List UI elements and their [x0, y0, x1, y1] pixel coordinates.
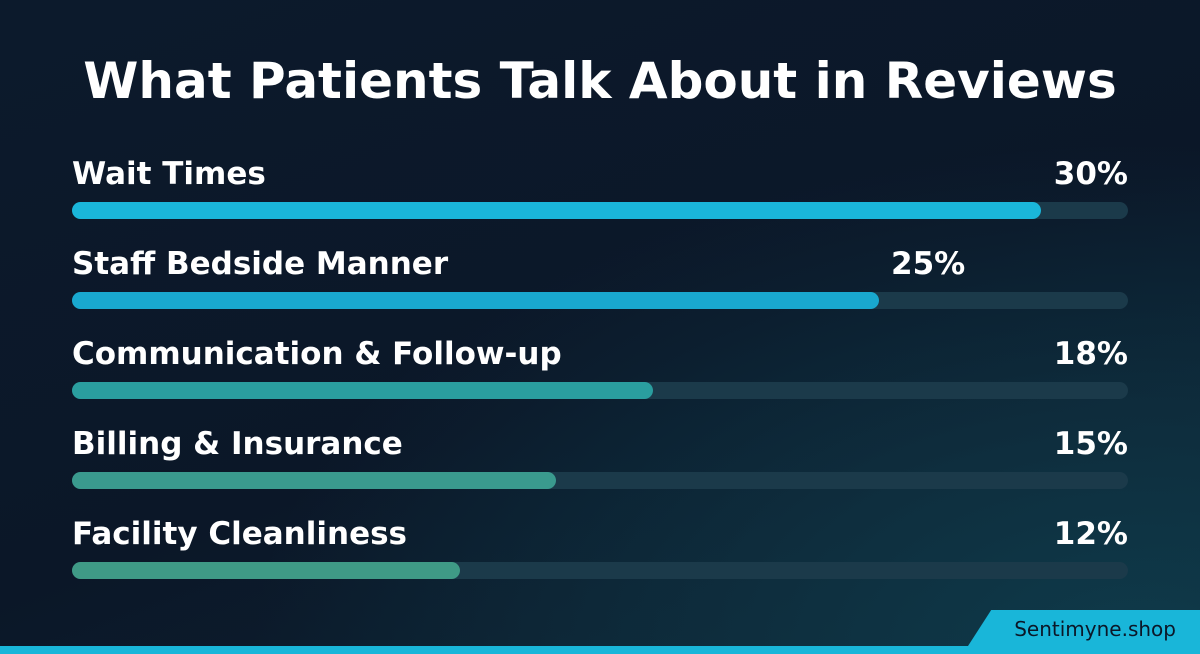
bar-row: Billing & Insurance 15%	[72, 420, 1128, 510]
bar-track	[72, 292, 1128, 309]
bar-label: Communication & Follow-up	[72, 336, 562, 372]
bar-label: Facility Cleanliness	[72, 516, 407, 552]
bar-row: Staff Bedside Manner 25%	[72, 240, 1128, 330]
bar-label: Billing & Insurance	[72, 426, 403, 462]
brand-label: Sentimyne.shop	[1014, 617, 1176, 641]
bar	[72, 382, 653, 399]
bar-row: Facility Cleanliness 12%	[72, 510, 1128, 600]
bar-label: Staff Bedside Manner	[72, 246, 449, 282]
bar-track	[72, 202, 1128, 219]
chart-title: What Patients Talk About in Reviews	[83, 52, 1117, 110]
bar	[72, 292, 879, 309]
bar-label: Wait Times	[72, 156, 266, 192]
bar-row: Communication & Follow-up 18%	[72, 330, 1128, 420]
bar-value-label: 25%	[891, 246, 966, 282]
bar	[72, 562, 460, 579]
bar-track	[72, 472, 1128, 489]
bar-track	[72, 382, 1128, 399]
bar-value-label: 18%	[1053, 336, 1128, 372]
bar	[72, 472, 556, 489]
bar-value-label: 15%	[1053, 426, 1128, 462]
bar-value-label: 12%	[1053, 516, 1128, 552]
bar-track	[72, 562, 1128, 579]
bar-chart: Wait Times 30% Staff Bedside Manner 25% Comm…	[72, 150, 1128, 600]
brand-tab	[968, 610, 1200, 646]
bottom-accent-line	[0, 646, 1200, 654]
bar-value-label: 30%	[1053, 156, 1128, 192]
bar	[72, 202, 1041, 219]
bar-row: Wait Times 30%	[72, 150, 1128, 240]
